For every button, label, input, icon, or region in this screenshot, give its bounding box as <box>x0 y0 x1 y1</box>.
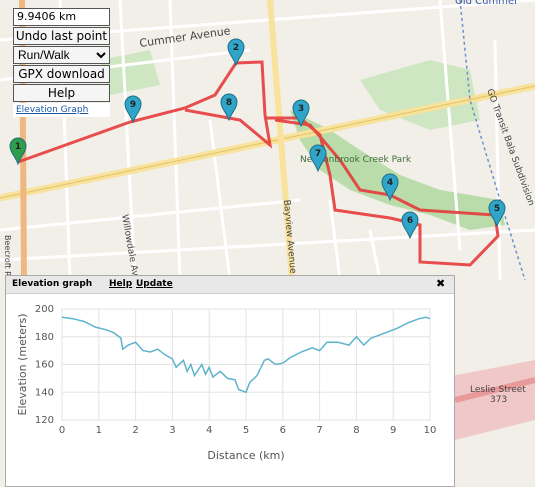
marker-pin <box>124 95 142 124</box>
map-base <box>0 0 535 440</box>
x-tick-label: 10 <box>424 425 437 436</box>
route-marker[interactable]: 7 <box>309 144 327 173</box>
elevation-chart: 120 140 160 180 200 0 1 2 3 4 5 6 7 8 9 10 Distance (km)… <box>16 304 437 462</box>
area <box>430 360 535 440</box>
route-marker[interactable]: 3 <box>292 99 310 128</box>
marker-pin <box>9 137 27 166</box>
marker-label: 1 <box>15 142 21 152</box>
route-marker[interactable]: 1 <box>9 137 27 166</box>
marker-pin <box>227 38 245 67</box>
marker-label: 2 <box>233 43 239 53</box>
marker-label: 4 <box>387 178 393 188</box>
map-label: Newtonbrook Creek Park <box>300 155 412 165</box>
marker-pin <box>401 211 419 240</box>
x-tick-label: 3 <box>169 425 175 436</box>
route-marker[interactable]: 9 <box>124 95 142 124</box>
window-header: Elevation graph Help Update ✖ <box>6 276 454 294</box>
help-button[interactable]: Help <box>13 84 110 102</box>
close-button[interactable]: ✖ <box>436 277 446 290</box>
x-axis-label: Distance (km) <box>207 449 284 462</box>
x-tick-label: 4 <box>206 425 212 436</box>
y-tick-label: 140 <box>35 387 54 398</box>
x-tick-label: 8 <box>353 425 359 436</box>
route <box>17 60 500 267</box>
route-marker[interactable]: 4 <box>381 173 399 202</box>
marker-label: 8 <box>226 98 232 108</box>
route-marker[interactable]: 6 <box>401 211 419 240</box>
elevation-link[interactable]: Elevation Graph <box>13 103 110 117</box>
undo-button[interactable]: Undo last point <box>13 27 110 45</box>
x-tick-label: 1 <box>96 425 102 436</box>
mode-select[interactable]: Run/Walk <box>13 46 110 64</box>
marker-label: 7 <box>315 149 321 159</box>
gpx-button[interactable]: GPX download <box>13 65 110 83</box>
y-tick-label: 160 <box>35 360 54 371</box>
marker-pin <box>220 93 238 122</box>
map-label: Bayview Avenue <box>281 199 297 274</box>
x-tick-label: 7 <box>316 425 322 436</box>
distance: 9.9406 km <box>13 8 110 26</box>
y-axis-label: Elevation (meters) <box>16 314 29 416</box>
marker-pin <box>488 199 506 228</box>
elevation-line <box>61 316 431 394</box>
map-label: Old Cummer <box>455 0 519 7</box>
marker-label: 3 <box>298 104 304 114</box>
marker-pin <box>292 99 310 128</box>
window-title: Elevation graph <box>12 279 93 289</box>
route-marker[interactable]: 5 <box>488 199 506 228</box>
control-panel: 9.9406 km Undo last point Run/Walk GPX d… <box>13 8 110 117</box>
marker-label: 9 <box>130 100 136 110</box>
map-label: 373 <box>490 395 507 405</box>
marker-pin <box>309 144 327 173</box>
marker-label: 6 <box>407 216 413 226</box>
x-tick-label: 2 <box>132 425 138 436</box>
park <box>290 110 505 230</box>
help-link[interactable]: Help <box>109 279 133 289</box>
x-tick-label: 5 <box>243 425 249 436</box>
route-marker[interactable]: 8 <box>220 93 238 122</box>
y-tick-label: 180 <box>35 332 54 343</box>
map-label: Beecroft R <box>3 235 12 277</box>
y-tick-label: 200 <box>35 304 54 315</box>
route-marker[interactable]: 2 <box>227 38 245 67</box>
map-label: Leslie Street <box>470 385 526 395</box>
marker-label: 5 <box>494 204 500 214</box>
elevation-window: Elevation graph Help Update ✖ 120 140 160 1… <box>5 275 455 487</box>
update-link[interactable]: Update <box>136 279 173 289</box>
map-label: GO Transit Bala Subdivision <box>484 88 535 208</box>
y-tick-label: 120 <box>35 415 54 426</box>
x-tick-label: 9 <box>390 425 396 436</box>
x-tick-label: 0 <box>59 425 65 436</box>
x-tick-label: 6 <box>280 425 286 436</box>
marker-pin <box>381 173 399 202</box>
